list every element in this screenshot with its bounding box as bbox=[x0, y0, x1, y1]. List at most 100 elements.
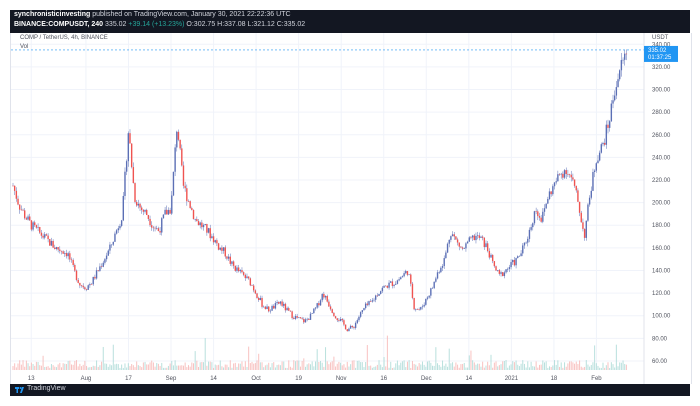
candle-body bbox=[17, 198, 19, 205]
volume-bar bbox=[289, 366, 291, 370]
candle-body bbox=[538, 216, 541, 218]
candle-body bbox=[206, 223, 208, 233]
price-tick-label: 100.00 bbox=[652, 314, 671, 320]
candle-body bbox=[75, 270, 78, 281]
volume-bar bbox=[559, 366, 561, 370]
volume-bar bbox=[76, 360, 78, 370]
candle-body bbox=[558, 174, 561, 175]
price-axis[interactable]: 60.00 80.00 100.00 120.00 140.00 160.00 180.00… bbox=[652, 42, 671, 365]
tradingview-logo-icon bbox=[15, 387, 24, 393]
candle-body bbox=[608, 121, 611, 128]
candle-body bbox=[590, 190, 592, 198]
candle-body bbox=[562, 173, 564, 178]
chart-area[interactable]: 60.00 80.00 100.00 120.00 140.00 160.00 180.00… bbox=[10, 33, 692, 384]
candle-body bbox=[147, 215, 150, 219]
volume-bar bbox=[22, 360, 24, 370]
candle-body bbox=[212, 236, 215, 243]
volume-bar bbox=[102, 346, 104, 370]
candle-body bbox=[455, 236, 457, 240]
candle-body bbox=[418, 309, 420, 310]
volume-bar bbox=[226, 364, 228, 370]
volume-bar bbox=[181, 365, 183, 370]
volume-bar bbox=[338, 361, 340, 370]
candle-body bbox=[533, 211, 536, 224]
price-chart[interactable]: 60.00 80.00 100.00 120.00 140.00 160.00 180.00… bbox=[11, 33, 691, 384]
candle-body bbox=[92, 276, 94, 285]
candle-body bbox=[390, 281, 392, 283]
volume-bar bbox=[420, 364, 422, 370]
volume-bar bbox=[430, 362, 432, 370]
volume-bar bbox=[320, 360, 322, 370]
volume-bar bbox=[67, 360, 69, 370]
volume-bar bbox=[375, 366, 377, 370]
candle-body bbox=[264, 306, 267, 310]
volume-bar bbox=[184, 362, 186, 370]
candle-body bbox=[269, 310, 272, 312]
volume-bar bbox=[525, 367, 527, 370]
volume-bar bbox=[492, 367, 494, 370]
last-price: 335.02 bbox=[105, 21, 127, 28]
volume-bar bbox=[560, 362, 562, 370]
volume-bar bbox=[405, 367, 407, 370]
volume-bar bbox=[366, 345, 368, 370]
volume-bar bbox=[462, 363, 464, 370]
volume-bar bbox=[142, 362, 144, 370]
volume-bar bbox=[263, 367, 265, 370]
price-label-bg bbox=[644, 45, 678, 62]
candle-body bbox=[480, 236, 482, 238]
candle-body bbox=[306, 318, 308, 320]
time-tick-label: 2021 bbox=[505, 376, 519, 382]
volume-bar bbox=[442, 360, 444, 370]
volume-bar bbox=[453, 366, 455, 370]
candle-body bbox=[324, 295, 327, 298]
candle-body bbox=[149, 218, 151, 226]
candle-body bbox=[79, 282, 81, 286]
volume-bar bbox=[109, 364, 111, 370]
publisher-name[interactable]: synchronisticinvesting bbox=[14, 11, 91, 18]
volume-bar bbox=[231, 367, 233, 370]
volume-bar bbox=[32, 364, 34, 370]
volume-bar bbox=[94, 366, 96, 370]
volume-bar bbox=[243, 366, 245, 370]
candle-body bbox=[13, 185, 16, 191]
candle-body bbox=[605, 124, 608, 145]
candle-body bbox=[588, 197, 591, 205]
candle-body bbox=[353, 327, 355, 328]
volume-bar bbox=[156, 362, 158, 370]
volume-bar bbox=[425, 366, 427, 370]
volume-bar bbox=[547, 367, 549, 370]
header-bar: synchronisticinvesting published on Trad… bbox=[10, 10, 690, 33]
candle-body bbox=[610, 103, 613, 122]
candle-body bbox=[527, 238, 529, 243]
time-axis[interactable]: 13 Aug 17 Sep 14 Oct 19 Nov 16 Dec 14 2021 18 Feb bbox=[28, 376, 602, 382]
candle-body bbox=[568, 174, 571, 175]
volume-bar bbox=[467, 367, 469, 370]
volume-bar bbox=[132, 365, 134, 370]
candle-body bbox=[229, 256, 231, 264]
volume-bar bbox=[353, 360, 355, 370]
candle-body bbox=[117, 228, 119, 231]
candle-body bbox=[495, 266, 497, 271]
volume-bar bbox=[363, 367, 365, 370]
footer-brand: TradingView bbox=[27, 385, 66, 392]
candle-body bbox=[171, 195, 173, 214]
price-tick-label: 160.00 bbox=[652, 246, 671, 252]
candle-body bbox=[542, 211, 544, 222]
volume-bar bbox=[60, 367, 62, 370]
volume-bar bbox=[388, 367, 390, 370]
candle-body bbox=[174, 147, 176, 172]
candle-body bbox=[451, 234, 454, 237]
volume-bar bbox=[619, 362, 621, 370]
volume-bar bbox=[25, 360, 27, 370]
candle-body bbox=[435, 278, 437, 282]
candle-body bbox=[85, 289, 88, 290]
volume-bar bbox=[40, 365, 42, 370]
legend-indicator[interactable]: Vol bbox=[20, 44, 29, 50]
candle-body bbox=[523, 242, 526, 246]
volume-bar bbox=[340, 362, 342, 370]
candle-body bbox=[413, 297, 415, 310]
volume-bar bbox=[77, 366, 79, 370]
candle-body bbox=[517, 256, 519, 259]
candle-body bbox=[535, 211, 537, 212]
volume-bar bbox=[86, 365, 88, 370]
